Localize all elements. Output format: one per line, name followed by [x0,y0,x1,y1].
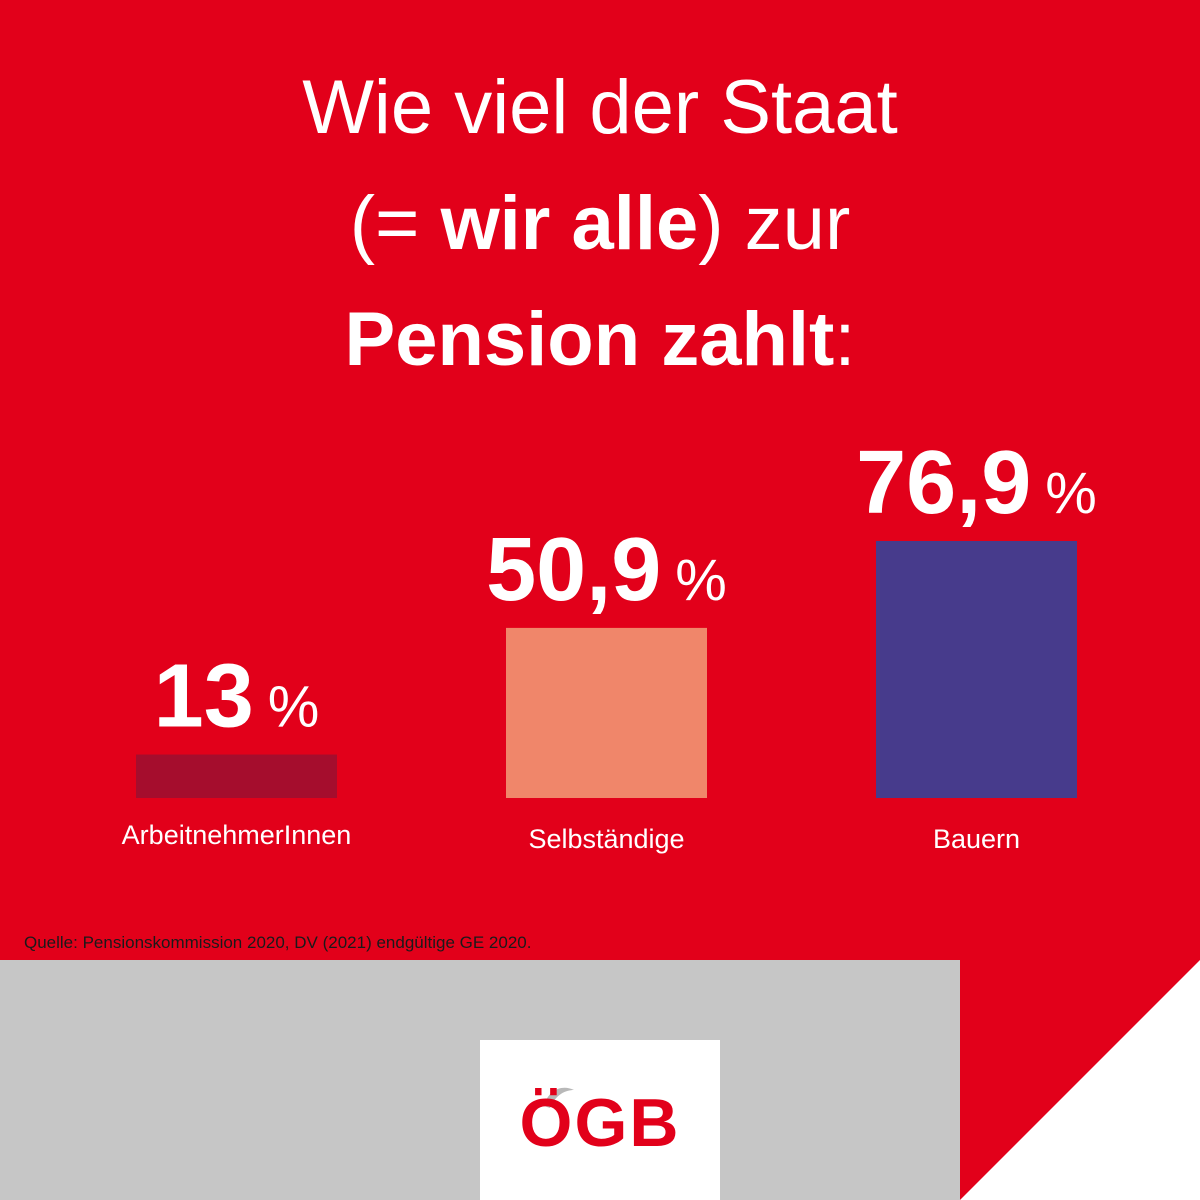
title-line-1: Wie viel der Staat [302,65,898,150]
title-line-3: Pension zahlt: [0,282,1200,398]
logo-swoosh-icon [544,1087,574,1108]
bar-chart: 13 % ArbeitnehmerInnen 50,9 % Selbständige 76,… [122,433,1097,854]
title-line-3-post: : [834,297,856,382]
category-label-arbeitnehmerinnen: ArbeitnehmerInnen [122,820,352,850]
title-line-2: (= wir alle) zur [0,166,1200,282]
category-label-bauern: Bauern [933,824,1020,854]
title-line-2-post: ) zur [698,181,851,266]
source-note: Quelle: Pensionskommission 2020, DV (202… [24,933,532,952]
data-label-selbständige: 50,9% [486,520,727,620]
title-line-2-bold: wir alle [440,181,699,266]
bar-arbeitnehmerinnen [136,754,337,798]
page-title: Wie viel der Staat (= wir alle) zur Pens… [0,50,1200,398]
corner-triangle-shape [960,960,1200,1200]
bar-bauern [876,541,1077,798]
logo-box: ÖGB [480,1040,720,1200]
logo-oegb: ÖGB [519,1085,681,1161]
bar-selbständige [506,627,707,798]
data-label-bauern: 76,9% [856,433,1097,533]
data-label-arbeitnehmerinnen: 13% [154,647,320,747]
title-line-3-bold: Pension zahlt [344,297,835,382]
category-label-selbständige: Selbständige [528,824,684,854]
title-line-2-pre: (= [349,181,441,266]
